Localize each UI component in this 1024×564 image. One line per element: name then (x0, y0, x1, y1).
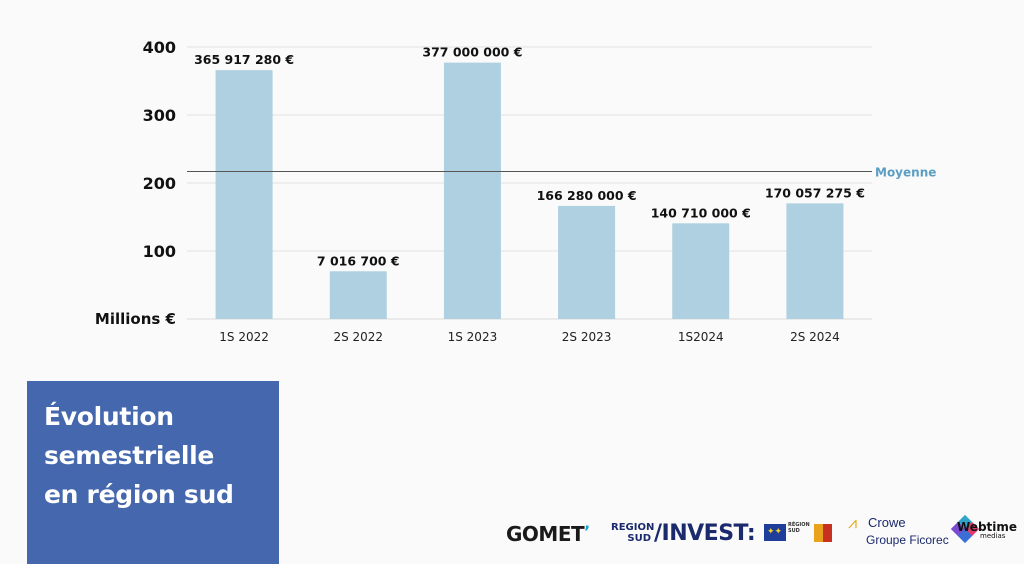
eu-stars-icon: ✦✦ (767, 527, 783, 537)
invest-logo: /INVEST: (654, 521, 756, 546)
title-box: Évolution semestrielle en région sud (27, 381, 279, 564)
x-tick-label: 2S 2022 (333, 330, 383, 344)
gomet-logo: GOMET’ (506, 522, 590, 546)
average-line-label: Moyenne (875, 166, 936, 180)
region-flag-icon (814, 524, 832, 542)
data-label: 7 016 700 € (317, 253, 400, 268)
y-axis-label: Millions € (95, 310, 176, 328)
webtime-logo: Webtime (957, 520, 1018, 534)
gomet-logo-text: GOMET (506, 522, 585, 546)
x-tick-label: 2S 2024 (790, 330, 840, 344)
y-tick-label: 100 (143, 242, 176, 261)
data-label: 170 057 275 € (765, 185, 865, 200)
gomet-logo-mark: ’ (584, 522, 590, 541)
title-line-1: Évolution (44, 402, 174, 431)
ficorec-logo: Groupe Ficorec (866, 533, 949, 547)
bar (672, 223, 730, 319)
x-tick-label: 2S 2023 (562, 330, 612, 344)
average-line: Moyenne (187, 166, 936, 180)
bar (443, 62, 501, 319)
eu-flag-icon (764, 524, 786, 541)
data-label: 140 710 000 € (651, 205, 751, 220)
region-sud-logo: REGION SUD (611, 522, 655, 544)
x-axis: 1S 2022 2S 2022 1S 2023 2S 2023 1S2024 2S 202… (219, 330, 839, 344)
x-tick-label: 1S 2023 (448, 330, 498, 344)
webtime-medias-text: medias (980, 532, 1006, 540)
data-label: 377 000 000 € (422, 45, 522, 60)
data-label: 365 917 280 € (194, 52, 294, 67)
bar (558, 205, 616, 319)
data-label: 166 280 000 € (537, 188, 637, 203)
bar (215, 70, 273, 320)
region-sud-small-logo: RÉGION SUD (788, 522, 810, 534)
y-tick-label: 400 (143, 38, 176, 57)
y-axis: 400 300 200 100 (143, 38, 176, 261)
region-sud-line1: REGION (611, 522, 655, 533)
title-line-3: en région sud (44, 480, 234, 509)
partner-logos: GOMET’ REGION SUD /INVEST: ✦✦ RÉGION SUD… (500, 510, 1020, 560)
title-line-2: semestrielle (44, 441, 215, 470)
crowe-icon: ⩘ (848, 513, 858, 532)
region-sud-line2: SUD (627, 533, 651, 544)
crowe-logo: Crowe (868, 515, 906, 530)
data-labels: 365 917 280 € 7 016 700 € 377 000 000 € 166… (194, 45, 865, 269)
x-tick-label: 1S 2022 (219, 330, 269, 344)
y-tick-label: 300 (143, 106, 176, 125)
x-tick-label: 1S2024 (678, 330, 724, 344)
bar (329, 271, 387, 319)
y-tick-label: 200 (143, 174, 176, 193)
gridlines (187, 46, 872, 320)
bar (786, 203, 844, 319)
bars (215, 62, 844, 320)
